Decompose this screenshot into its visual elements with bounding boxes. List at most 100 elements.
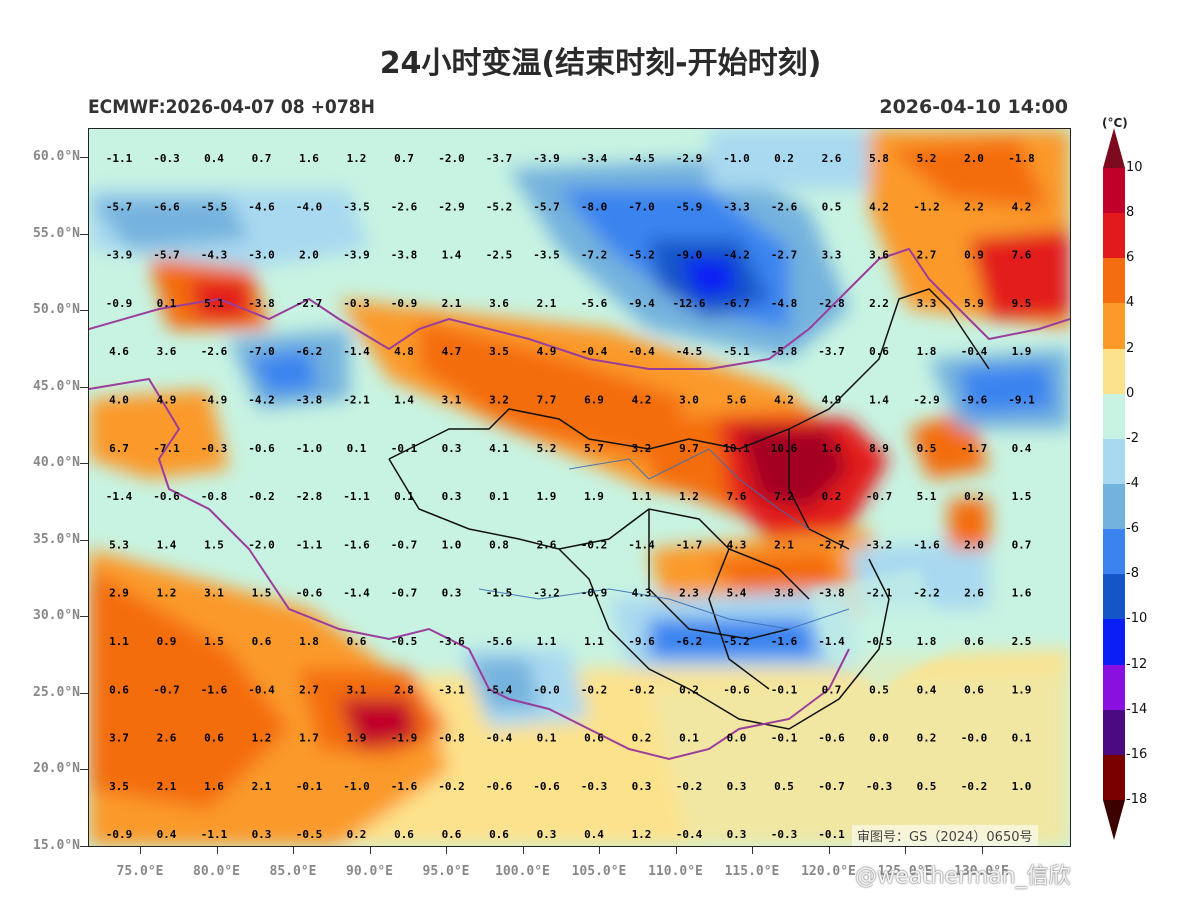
grid-value: 0.2 — [964, 490, 984, 503]
grid-value: 4.9 — [537, 345, 557, 358]
latitude-label: 50.0°N — [33, 302, 80, 317]
grid-value: -1.6 — [913, 538, 940, 551]
grid-value: -0.7 — [818, 780, 845, 793]
grid-value: -4.2 — [723, 249, 750, 262]
grid-value: 1.5 — [204, 635, 224, 648]
grid-value: -1.0 — [296, 442, 323, 455]
grid-value: 7.6 — [727, 490, 747, 503]
grid-value: 0.6 — [584, 732, 604, 745]
grid-value: -5.2 — [723, 635, 750, 648]
grid-value: -1.5 — [486, 587, 513, 600]
grid-value: 0.2 — [917, 732, 937, 745]
grid-value: 5.1 — [917, 490, 937, 503]
longitude-tick — [369, 846, 371, 854]
grid-value: -0.1 — [771, 683, 798, 696]
latitude-label: 25.0°N — [33, 684, 80, 700]
grid-value: -5.5 — [201, 200, 228, 213]
grid-value: 2.5 — [1012, 635, 1032, 648]
watermark: @weatherman_信欣 — [855, 864, 1071, 889]
grid-value: 0.3 — [442, 442, 462, 455]
latitude-tick — [80, 616, 88, 617]
grid-value: -3.3 — [723, 200, 750, 213]
grid-value: 1.2 — [347, 152, 367, 165]
grid-value: 7.6 — [1012, 249, 1032, 262]
grid-value: -2.7 — [771, 249, 798, 262]
grid-value: -6.2 — [296, 345, 323, 358]
grid-value: -4.0 — [296, 200, 323, 213]
grid-value: -3.5 — [533, 249, 560, 262]
grid-value: 0.6 — [347, 635, 367, 648]
grid-value: -3.2 — [533, 587, 560, 600]
grid-value: -3.8 — [818, 587, 845, 600]
grid-value: 1.1 — [632, 490, 652, 503]
model-run-label: ECMWF:2026-04-07 08 +078H — [88, 96, 375, 118]
grid-value: 3.6 — [489, 297, 509, 310]
grid-value: 2.6 — [822, 152, 842, 165]
grid-value: 0.5 — [917, 780, 937, 793]
grid-value: -2.2 — [913, 587, 940, 600]
grid-value: -1.9 — [391, 732, 418, 745]
grid-value: -2.0 — [248, 538, 275, 551]
grid-value: 2.1 — [157, 780, 177, 793]
grid-value: 1.6 — [204, 780, 224, 793]
grid-value: 0.6 — [964, 635, 984, 648]
colorbar-segment — [1103, 529, 1125, 575]
grid-value: -9.1 — [1008, 394, 1035, 407]
grid-value: 0.8 — [489, 538, 509, 551]
grid-value: 1.8 — [917, 635, 937, 648]
colorbar-segment — [1103, 664, 1125, 711]
grid-value: 4.3 — [632, 587, 652, 600]
grid-value: 0.0 — [869, 732, 889, 745]
longitude-tick — [752, 846, 753, 854]
grid-value: 9.5 — [1012, 297, 1032, 310]
colorbar-label: -8 — [1126, 566, 1139, 582]
colorbar-segment — [1103, 800, 1125, 840]
latitude-tick — [80, 386, 88, 388]
grid-value: 3.8 — [774, 587, 794, 600]
grid-value: -2.9 — [676, 152, 703, 165]
grid-value: 0.4 — [157, 828, 177, 841]
latitude-tick — [80, 692, 88, 694]
longitude-tick — [140, 846, 141, 854]
grid-value: 6.9 — [584, 394, 604, 407]
grid-value: 0.1 — [394, 490, 414, 503]
grid-value: -0.6 — [296, 587, 323, 600]
grid-value: 0.9 — [157, 635, 177, 648]
colorbar-segment — [1103, 213, 1125, 259]
grid-value: 0.2 — [347, 828, 367, 841]
grid-value: 2.2 — [964, 200, 984, 213]
grid-value: 0.7 — [252, 152, 272, 165]
colorbar-label: -2 — [1126, 430, 1139, 446]
grid-value: 7.2 — [774, 490, 794, 503]
grid-value: -0.7 — [391, 538, 418, 551]
grid-value: -0.5 — [296, 828, 323, 841]
longitude-tick — [981, 846, 983, 854]
grid-value: 1.4 — [869, 394, 889, 407]
grid-value: 2.1 — [537, 297, 557, 310]
grid-value: -1.1 — [343, 490, 370, 503]
grid-value: -0.3 — [581, 780, 608, 793]
grid-value: -0.6 — [153, 490, 180, 503]
colorbar-label: 6 — [1126, 250, 1135, 266]
grid-value: -2.8 — [296, 490, 323, 503]
latitude-label: 20.0°N — [33, 761, 80, 776]
grid-value: 1.8 — [299, 635, 319, 648]
colorbar-segment — [1103, 438, 1125, 485]
grid-value: -3.8 — [296, 394, 323, 407]
grid-value: -0.3 — [771, 828, 798, 841]
grid-value: -0.1 — [818, 828, 845, 841]
grid-value: -0.7 — [153, 683, 180, 696]
latitude-label: 60.0°N — [33, 149, 80, 164]
grid-value: 0.1 — [489, 490, 509, 503]
grid-value: 2.7 — [917, 249, 937, 262]
grid-value: 7.7 — [537, 394, 557, 407]
grid-value: 3.1 — [204, 587, 224, 600]
grid-value: 8.9 — [869, 442, 889, 455]
colorbar-label: 4 — [1126, 295, 1135, 311]
map-canvas: -1.1 -0.3 0.4 0.7 1.6 1.2 0.7 -2.0 -3.7 -3.9 -3.4 -… — [89, 129, 1070, 846]
grid-value: 5.6 — [727, 394, 747, 407]
latitude-tick — [80, 463, 88, 464]
grid-value: -5.4 — [486, 683, 513, 696]
grid-value: 2.0 — [299, 249, 319, 262]
grid-value: -8.0 — [581, 200, 608, 213]
